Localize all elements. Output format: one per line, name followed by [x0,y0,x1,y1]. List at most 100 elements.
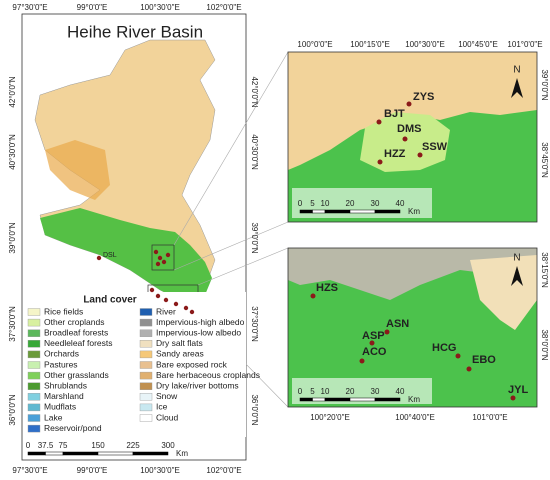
site-label: SSW [422,141,448,153]
lon-label: 100°45'0"E [458,40,498,49]
connector [173,221,289,271]
legend-label: River [156,306,176,316]
site-label: JYL [508,384,528,396]
lon-label: 102°0'0"E [206,3,241,12]
legend-label: Lake [44,412,63,422]
scale-label: 40 [396,199,405,208]
lat-label: 40°30'0"N [250,134,259,170]
inset-frame [287,51,538,223]
inset-box [151,244,175,271]
scale-label: 5 [310,199,315,208]
site-marker [189,309,195,315]
lat-label: 37°30'0"N [250,306,259,342]
site-label: HZS [316,282,338,294]
scale-segment [62,451,99,456]
legend-swatch [27,414,41,422]
north-arrow [511,266,523,286]
scale-label: 0 [26,441,31,450]
lon-label: 100°15'0"E [350,40,390,49]
site-marker [96,255,102,261]
lat-label: 42°0'0"N [8,76,17,107]
legend-label: Orchards [44,349,79,359]
legend-swatch [139,414,153,422]
desert [45,140,110,200]
legend-label: Impervious-low albedo [156,327,241,337]
legend-label: Shrublands [44,380,87,390]
legend-label: Bare exposed rock [156,359,228,369]
legend-swatch [27,382,41,390]
scale-unit: Km [176,449,188,458]
scale-label: 30 [371,387,380,396]
site-label: EBO [472,354,496,366]
scale-label: 0 [298,199,303,208]
scale-label: 20 [346,387,355,396]
legend-swatch [139,350,153,359]
connector [173,51,289,246]
site-marker [165,252,171,258]
scale-segment [97,451,134,456]
legend-swatch [27,318,41,327]
legend-swatch [27,340,41,348]
legend-label: Other grasslands [44,370,109,380]
legend-swatch [27,393,41,401]
legend-label: Reservoir/pond [44,423,102,433]
lon-label: 101°0'0"E [472,413,507,422]
lat-label: 37°30'0"N [8,306,17,342]
legend-swatch [27,424,41,433]
site-marker [173,301,179,307]
lon-label: 102°0'0"E [206,466,241,475]
site-marker [161,259,167,265]
site-label: ASP [362,330,385,342]
lon-label: 100°30'0"E [140,3,180,12]
legend-swatch [139,340,153,348]
site-label: DMS [397,123,421,135]
lon-label: 100°30'0"E [405,40,445,49]
inset-bare [288,52,537,170]
lat-label: 40°30'0"N [8,134,17,170]
legend-swatch [139,371,153,380]
lat-label: 39°0'0"N [8,222,17,253]
lat-label: 38°15'0"N [540,252,549,288]
scale-segment [324,397,351,402]
scale-segment [299,209,313,214]
scale-segment [374,397,401,402]
legend-swatch [27,361,41,369]
legend-swatch [27,308,41,316]
site-marker [455,353,461,359]
scale-unit: Km [408,207,420,216]
lon-label: 97°30'0"E [12,466,47,475]
site-marker [377,159,383,165]
site-marker [402,136,408,142]
scale-label: 40 [396,387,405,396]
scale-segment [45,451,64,456]
scale-label: 225 [126,441,140,450]
lat-label: 39°0'0"N [540,69,549,100]
scale-unit: Km [408,395,420,404]
site-label: DSL [103,252,117,259]
lat-label: 36°0'0"N [250,394,259,425]
inset-frame [287,247,538,408]
legend-box [24,292,246,437]
legend-label: Impervious-high albedo [156,317,245,327]
scale-segment [299,397,313,402]
north-label: N [513,253,520,264]
site-marker [369,340,375,346]
scale-segment [324,209,351,214]
legend-swatch [27,403,41,412]
site-label: HCG [432,342,456,354]
scale-segment [312,397,326,402]
legend-swatch [139,393,153,401]
scale-segment [132,451,169,456]
lat-label: 42°0'0"N [250,76,259,107]
lon-label: 99°0'0"E [77,466,108,475]
site-label: ASN [386,318,409,330]
legend-swatch [27,371,41,380]
site-marker [466,366,472,372]
scale-label: 30 [371,199,380,208]
site-marker [153,249,159,255]
site-label: BJT [384,108,405,120]
legend-label: Cloud [156,412,178,422]
lon-label: 100°40'0"E [395,413,435,422]
legend-label: Bare herbaceous croplands [156,370,260,380]
map-title: Heihe River Basin [67,22,203,41]
